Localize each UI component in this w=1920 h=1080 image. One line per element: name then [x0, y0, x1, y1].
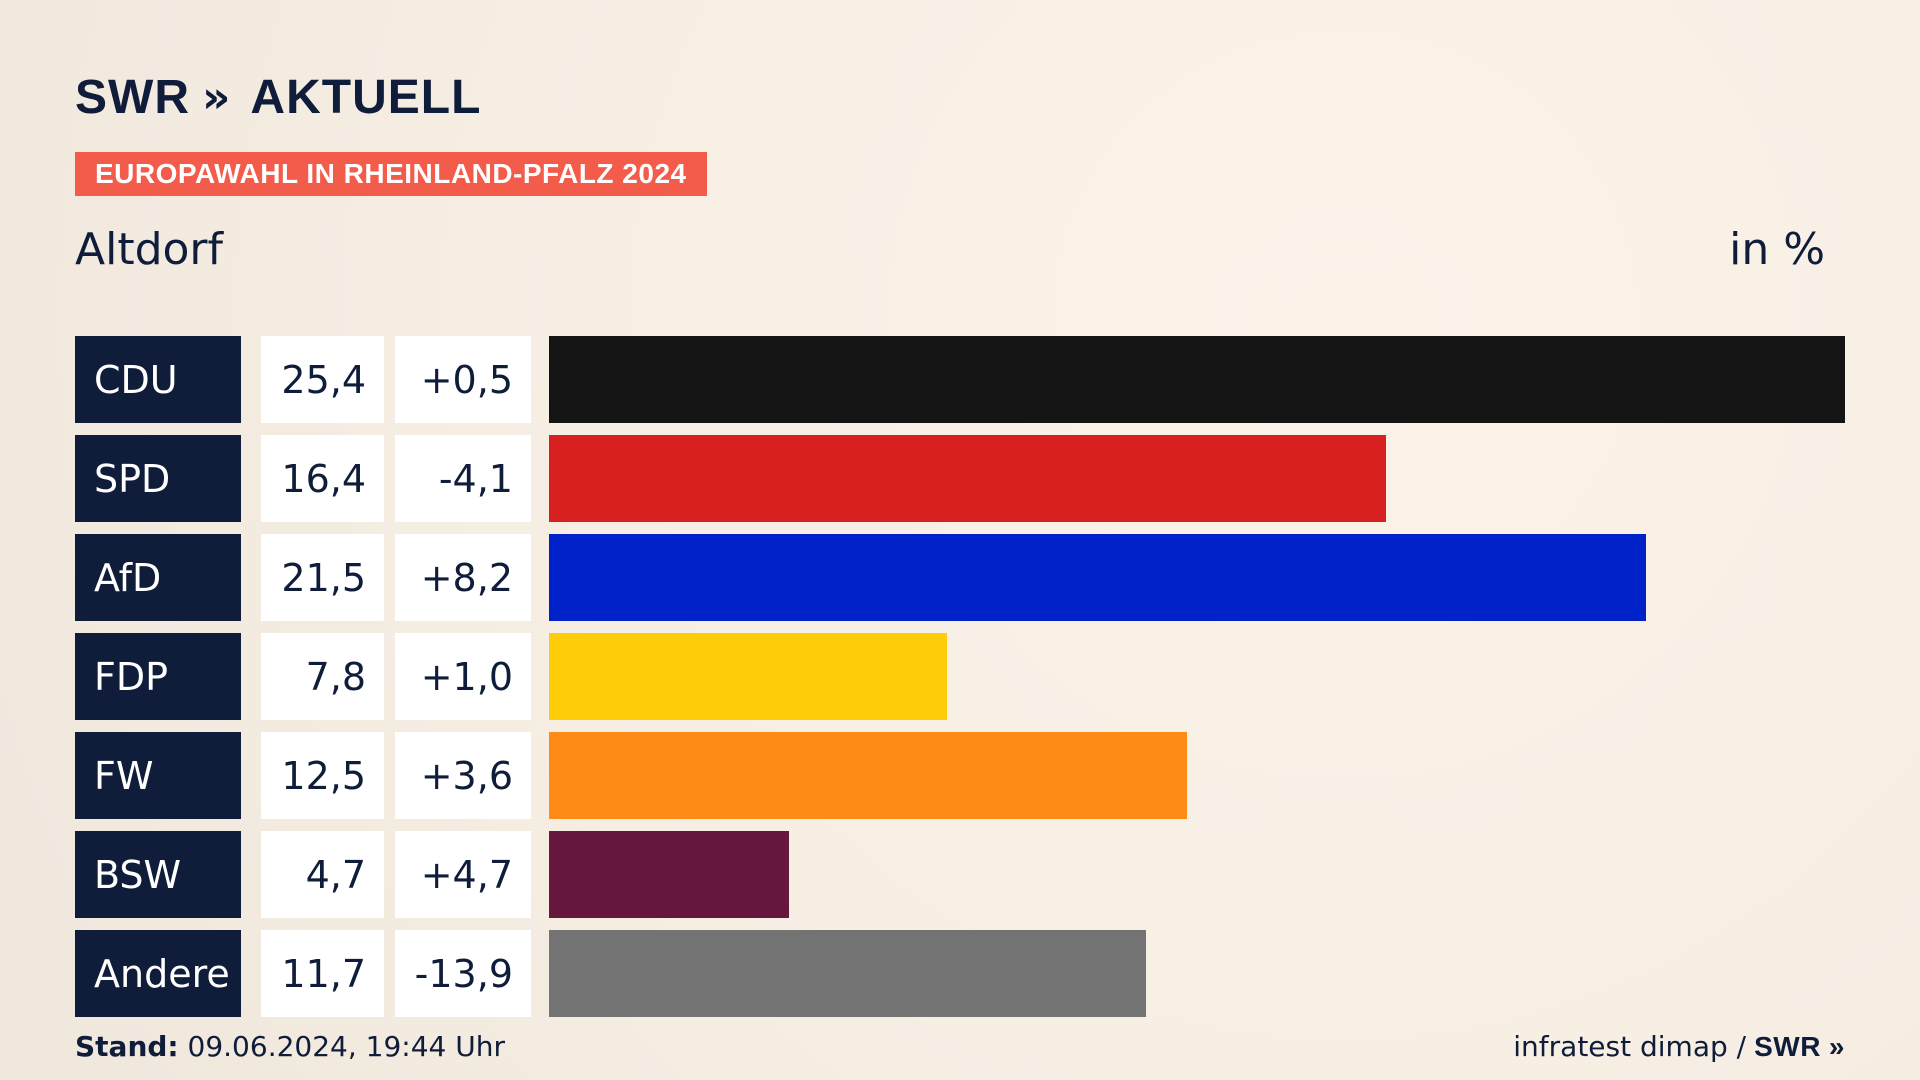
stand-label: Stand: — [75, 1030, 179, 1063]
bar-track — [549, 732, 1845, 819]
vote-share: 16,4 — [261, 435, 384, 522]
bar-afd — [549, 534, 1646, 621]
election-badge: EUROPAWAHL IN RHEINLAND-PFALZ 2024 — [75, 152, 707, 196]
chart-row: SPD 16,4 -4,1 — [75, 435, 1845, 522]
brand-logo: SWR » AKTUELL — [75, 70, 481, 125]
bar-track — [549, 930, 1845, 1017]
brand-aktuell: AKTUELL — [250, 71, 482, 124]
vote-share: 12,5 — [261, 732, 384, 819]
bar-track — [549, 633, 1845, 720]
vote-share: 11,7 — [261, 930, 384, 1017]
bar-andere — [549, 930, 1146, 1017]
vote-change: +1,0 — [395, 633, 531, 720]
swr-small-logo: SWR — [1754, 1030, 1821, 1062]
source-attribution: infratest dimap / SWR » — [1513, 1030, 1845, 1063]
party-label: SPD — [75, 435, 241, 522]
chart-row: FW 12,5 +3,6 — [75, 732, 1845, 819]
bar-cdu — [549, 336, 1845, 423]
vote-change: +3,6 — [395, 732, 531, 819]
vote-change: -13,9 — [395, 930, 531, 1017]
bar-track — [549, 534, 1845, 621]
vote-share: 4,7 — [261, 831, 384, 918]
bar-fw — [549, 732, 1187, 819]
vote-share: 25,4 — [261, 336, 384, 423]
bar-track — [549, 831, 1845, 918]
stand-value: 09.06.2024, 19:44 Uhr — [187, 1030, 505, 1063]
party-label: FW — [75, 732, 241, 819]
bar-track — [549, 435, 1845, 522]
vote-change: +4,7 — [395, 831, 531, 918]
party-label: CDU — [75, 336, 241, 423]
chart-row: FDP 7,8 +1,0 — [75, 633, 1845, 720]
party-label: FDP — [75, 633, 241, 720]
vote-change: -4,1 — [395, 435, 531, 522]
brand-arrows-icon: » — [201, 71, 231, 123]
timestamp: Stand: 09.06.2024, 19:44 Uhr — [75, 1030, 505, 1063]
brand-swr: SWR — [75, 71, 190, 124]
bar-fdp — [549, 633, 947, 720]
chart-row: CDU 25,4 +0,5 — [75, 336, 1845, 423]
vote-share: 7,8 — [261, 633, 384, 720]
source-label: infratest dimap / — [1513, 1030, 1747, 1063]
swr-small-arrows-icon: » — [1828, 1030, 1845, 1062]
party-label: BSW — [75, 831, 241, 918]
party-label: AfD — [75, 534, 241, 621]
vote-share: 21,5 — [261, 534, 384, 621]
chart-row: AfD 21,5 +8,2 — [75, 534, 1845, 621]
vote-change: +8,2 — [395, 534, 531, 621]
bar-track — [549, 336, 1845, 423]
bar-spd — [549, 435, 1386, 522]
chart-row: Andere 11,7 -13,9 — [75, 930, 1845, 1017]
chart-row: BSW 4,7 +4,7 — [75, 831, 1845, 918]
results-chart: CDU 25,4 +0,5 SPD 16,4 -4,1 AfD 21,5 +8,… — [75, 336, 1845, 1017]
unit-label: in % — [1729, 224, 1825, 275]
vote-change: +0,5 — [395, 336, 531, 423]
party-label: Andere — [75, 930, 241, 1017]
bar-bsw — [549, 831, 789, 918]
location-title: Altdorf — [75, 224, 224, 275]
